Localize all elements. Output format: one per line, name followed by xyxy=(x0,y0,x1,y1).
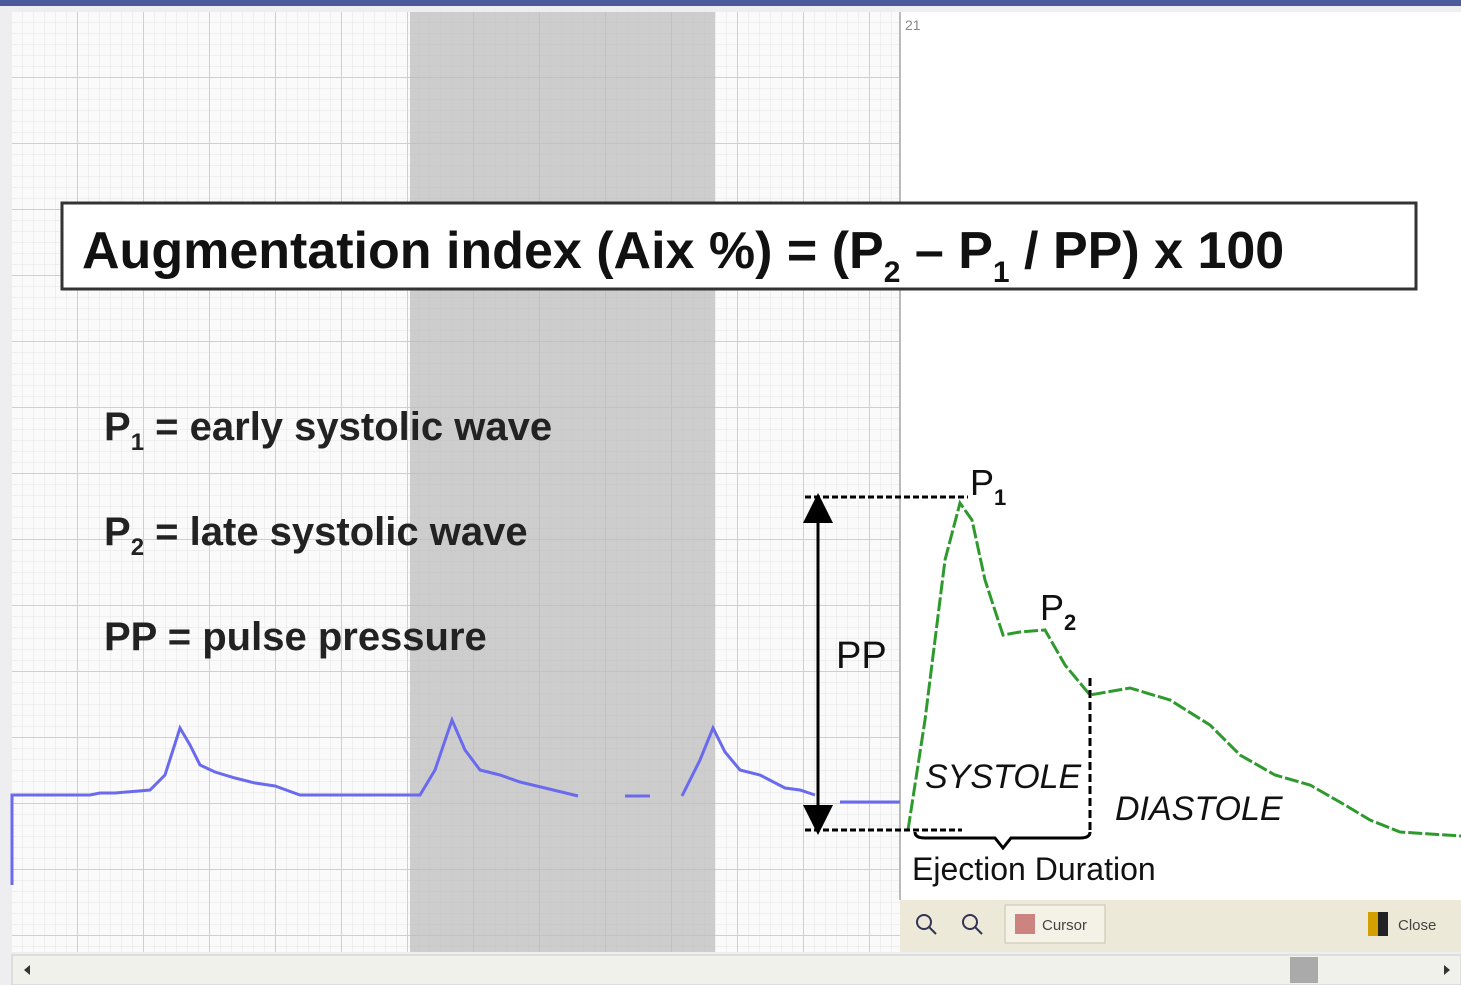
formula-tail: / PP) x 100 xyxy=(1010,222,1285,280)
diastole-label: DIASTOLE xyxy=(1115,790,1283,828)
formula-sub: 2 xyxy=(884,256,901,289)
symbol: P xyxy=(104,510,131,554)
scroll-thumb[interactable] xyxy=(1290,957,1318,983)
symbol: P xyxy=(104,405,131,449)
cursor-label: Cursor xyxy=(1042,917,1087,934)
pp-label: PP xyxy=(836,635,887,677)
definition-text: = late systolic wave xyxy=(144,510,528,554)
definition: P1 = early systolic wave xyxy=(104,405,552,456)
page: { "panel_number": "21", "formula": {"lea… xyxy=(0,0,1461,985)
scrollbar[interactable] xyxy=(12,955,1461,985)
definition-text: = pulse pressure xyxy=(157,615,487,659)
definition: PP = pulse pressure xyxy=(104,615,487,659)
subscript: 1 xyxy=(994,485,1006,510)
screenshot: 21 Augmentation index (Aix %) = (P2 – P1… xyxy=(0,0,1461,985)
ejection-label: Ejection Duration xyxy=(912,851,1156,887)
cursor-button[interactable]: Cursor xyxy=(1005,905,1105,943)
definition: P2 = late systolic wave xyxy=(104,510,528,561)
formula-lead: Augmentation index (Aix %) = (P xyxy=(82,222,884,280)
formula-mid: – P xyxy=(900,222,993,280)
subscript: 2 xyxy=(131,534,144,561)
formula: Augmentation index (Aix %) = (P2 – P1 / … xyxy=(82,222,1284,289)
symbol: P xyxy=(970,462,994,503)
systole-label: SYSTOLE xyxy=(925,758,1082,796)
shaded-band xyxy=(410,12,715,952)
symbol: PP xyxy=(104,615,157,659)
panel-number: 21 xyxy=(905,17,921,33)
formula-sub: 1 xyxy=(993,256,1010,289)
close-label: Close xyxy=(1398,917,1436,934)
definition-text: = early systolic wave xyxy=(144,405,552,449)
subscript: 1 xyxy=(131,429,144,456)
title-strip xyxy=(0,0,1461,6)
subscript: 2 xyxy=(1064,610,1076,635)
symbol: P xyxy=(1040,587,1064,628)
